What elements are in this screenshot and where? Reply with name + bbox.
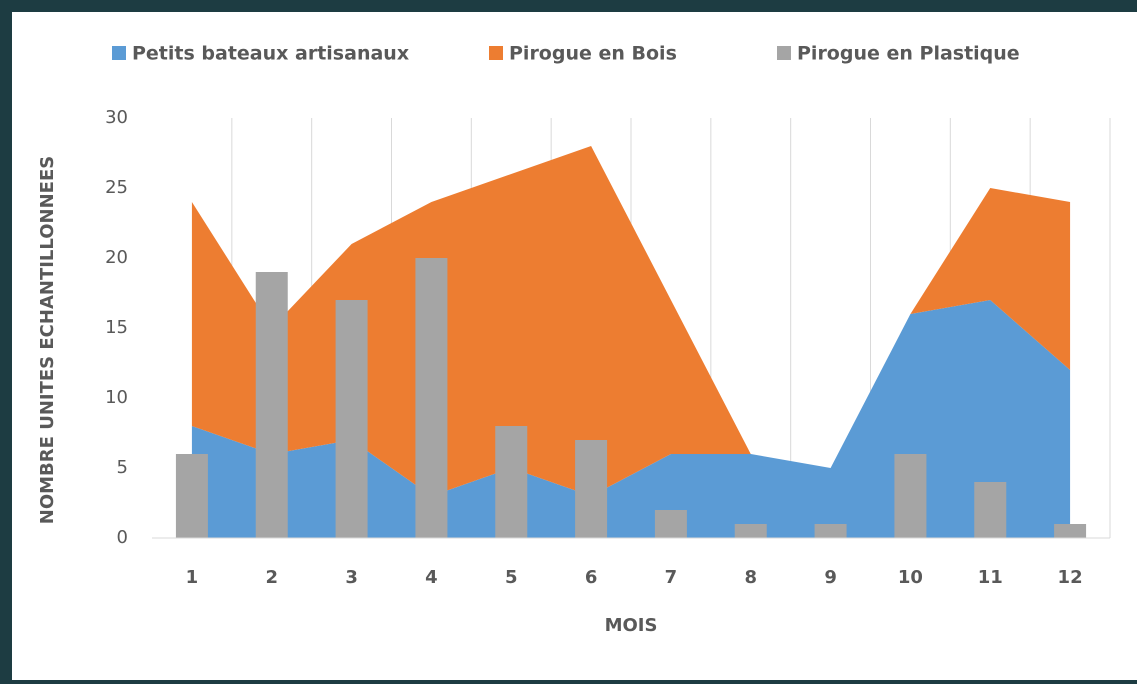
x-tick-label: 4 [425, 567, 438, 588]
x-tick-label: 1 [186, 567, 199, 588]
bar [415, 258, 448, 538]
x-tick-label: 5 [505, 567, 518, 588]
x-tick-label: 11 [978, 567, 1003, 588]
y-tick-label: 20 [105, 247, 128, 268]
x-tick-label: 6 [585, 567, 598, 588]
area [191, 300, 1071, 538]
x-tick-label: 9 [824, 567, 837, 588]
bar [734, 524, 767, 538]
y-tick-label: 0 [117, 527, 128, 548]
y-tick-label: 10 [105, 387, 128, 408]
x-tick-label: 3 [345, 567, 358, 588]
area [191, 146, 1071, 496]
bar [255, 272, 288, 538]
bar [575, 440, 608, 538]
x-tick-label: 12 [1058, 567, 1083, 588]
legend-swatch [777, 46, 791, 60]
bar [814, 524, 847, 538]
y-tick-label: 25 [105, 177, 128, 198]
bar [974, 482, 1007, 538]
x-axis-title: MOIS [605, 615, 658, 636]
x-tick-label: 2 [265, 567, 278, 588]
bar [894, 454, 927, 538]
x-tick-label: 7 [665, 567, 678, 588]
y-axis-title: NOMBRE UNITES ECHANTILLONNEES [37, 156, 58, 524]
x-tick-label: 8 [744, 567, 757, 588]
bar [495, 426, 528, 538]
bar [335, 300, 368, 538]
y-tick-label: 15 [105, 317, 128, 338]
bar [175, 454, 208, 538]
bar [654, 510, 687, 538]
y-tick-label: 5 [117, 457, 128, 478]
legend-label: Pirogue en Plastique [797, 43, 1020, 65]
x-tick-label: 10 [898, 567, 923, 588]
bar [1054, 524, 1087, 538]
y-tick-label: 30 [105, 107, 128, 128]
legend-swatch [112, 46, 126, 60]
legend-label: Pirogue en Bois [509, 43, 677, 65]
legend-label: Petits bateaux artisanaux [132, 43, 409, 65]
legend-swatch [489, 46, 503, 60]
